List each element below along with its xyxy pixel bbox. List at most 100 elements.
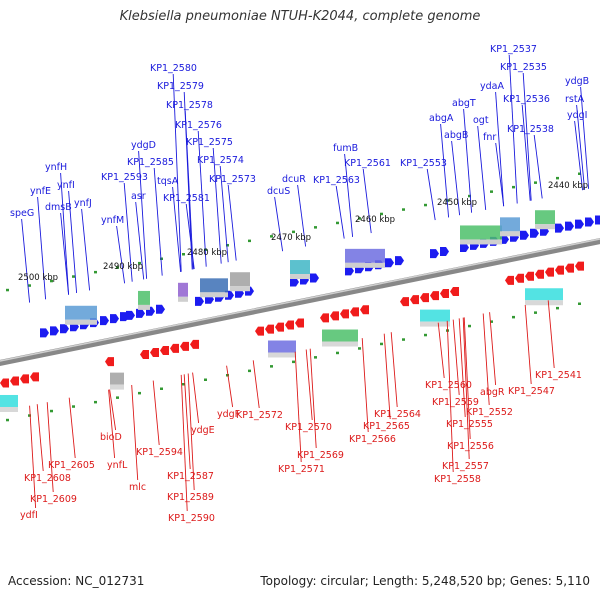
gene-label[interactable]: KP1_2566	[349, 434, 396, 445]
forward-gene-arrow[interactable]	[595, 215, 600, 225]
gene-label[interactable]: fumB	[333, 143, 358, 154]
reverse-gene-arrow[interactable]	[400, 297, 409, 307]
gene-label[interactable]: KP1_2587	[167, 471, 214, 482]
forward-gene-arrow[interactable]	[195, 296, 204, 306]
gene-label[interactable]: KP1_2564	[374, 409, 421, 420]
gene-label[interactable]: ynfH	[45, 162, 67, 173]
gene-label[interactable]: ydgB	[565, 76, 589, 87]
gene-label[interactable]: KP1_2581	[163, 193, 210, 204]
protein-box[interactable]	[420, 309, 450, 322]
forward-gene-arrow[interactable]	[310, 273, 319, 283]
gene-label[interactable]: KP1_2574	[197, 155, 244, 166]
reverse-gene-arrow[interactable]	[275, 322, 284, 332]
protein-box[interactable]	[200, 278, 228, 293]
gene-label[interactable]: fnr	[483, 132, 496, 143]
reverse-gene-arrow[interactable]	[535, 269, 544, 279]
gene-label[interactable]: ynfI	[57, 180, 75, 191]
forward-gene-arrow[interactable]	[110, 314, 119, 324]
gene-label[interactable]: KP1_2585	[127, 157, 174, 168]
gene-label[interactable]: ynfJ	[74, 198, 92, 209]
reverse-gene-arrow[interactable]	[295, 318, 304, 328]
reverse-gene-arrow[interactable]	[30, 372, 39, 382]
gene-label[interactable]: KP1_2536	[503, 94, 550, 105]
forward-gene-arrow[interactable]	[395, 256, 404, 266]
gene-label[interactable]: KP1_2605	[48, 460, 95, 471]
reverse-gene-arrow[interactable]	[330, 311, 339, 321]
reverse-gene-arrow[interactable]	[320, 313, 329, 323]
protein-box[interactable]	[178, 282, 188, 297]
reverse-gene-arrow[interactable]	[170, 343, 179, 353]
gene-label[interactable]: ynfM	[101, 215, 124, 226]
gene-label[interactable]: KP1_2575	[186, 137, 233, 148]
gene-label[interactable]: KP1_2580	[150, 63, 197, 74]
protein-box[interactable]	[345, 248, 385, 263]
gene-label[interactable]: KP1_2547	[508, 386, 555, 397]
forward-gene-arrow[interactable]	[530, 228, 539, 238]
gene-label[interactable]: ynfL	[107, 460, 128, 471]
gene-label[interactable]: KP1_2556	[447, 441, 494, 452]
reverse-gene-arrow[interactable]	[575, 261, 584, 271]
gene-label[interactable]: ydgE	[191, 425, 215, 436]
reverse-gene-arrow[interactable]	[150, 347, 159, 357]
gene-label[interactable]: ynfE	[30, 186, 51, 197]
gene-label[interactable]: dmsB	[45, 202, 72, 213]
gene-label[interactable]: abgR	[480, 387, 505, 398]
protein-box[interactable]	[290, 260, 310, 275]
reverse-gene-arrow[interactable]	[440, 289, 449, 299]
reverse-gene-arrow[interactable]	[450, 286, 459, 296]
reverse-gene-arrow[interactable]	[505, 275, 514, 285]
gene-label[interactable]: abgT	[452, 98, 476, 109]
gene-label[interactable]: KP1_2558	[434, 474, 481, 485]
reverse-gene-arrow[interactable]	[555, 265, 564, 275]
reverse-gene-arrow[interactable]	[360, 305, 369, 315]
gene-label[interactable]: abgA	[429, 113, 454, 124]
gene-label[interactable]: KP1_2563	[313, 175, 360, 186]
protein-box[interactable]	[460, 225, 502, 240]
reverse-gene-arrow[interactable]	[565, 263, 574, 273]
gene-label[interactable]: KP1_2572	[236, 410, 283, 421]
reverse-gene-arrow[interactable]	[430, 291, 439, 301]
gene-label[interactable]: KP1_2559	[432, 397, 479, 408]
forward-gene-arrow[interactable]	[156, 304, 165, 314]
reverse-gene-arrow[interactable]	[350, 307, 359, 317]
forward-gene-arrow[interactable]	[345, 266, 354, 276]
forward-gene-arrow[interactable]	[100, 316, 109, 326]
gene-label[interactable]: dcuS	[267, 186, 290, 197]
gene-label[interactable]: KP1_2576	[175, 120, 222, 131]
reverse-gene-arrow[interactable]	[105, 357, 114, 367]
gene-label[interactable]: KP1_2538	[507, 124, 554, 135]
forward-gene-arrow[interactable]	[40, 328, 49, 338]
reverse-gene-arrow[interactable]	[0, 378, 9, 388]
gene-label[interactable]: KP1_2552	[466, 407, 513, 418]
protein-box[interactable]	[535, 210, 555, 225]
protein-box[interactable]	[500, 217, 520, 232]
protein-box[interactable]	[65, 305, 97, 320]
protein-box[interactable]	[138, 290, 150, 305]
gene-label[interactable]: KP1_2571	[278, 464, 325, 475]
forward-gene-arrow[interactable]	[385, 258, 394, 268]
gene-label[interactable]: KP1_2579	[157, 81, 204, 92]
gene-label[interactable]: KP1_2608	[24, 473, 71, 484]
forward-gene-arrow[interactable]	[126, 310, 135, 320]
gene-label[interactable]: ydfI	[20, 510, 38, 521]
gene-label[interactable]: ydgD	[131, 140, 156, 151]
forward-gene-arrow[interactable]	[585, 217, 594, 227]
forward-gene-arrow[interactable]	[60, 324, 69, 334]
forward-gene-arrow[interactable]	[136, 308, 145, 318]
reverse-gene-arrow[interactable]	[265, 324, 274, 334]
protein-box[interactable]	[525, 288, 563, 301]
reverse-gene-arrow[interactable]	[160, 345, 169, 355]
gene-label[interactable]: KP1_2578	[166, 100, 213, 111]
gene-label[interactable]: KP1_2535	[500, 62, 547, 73]
reverse-gene-arrow[interactable]	[410, 295, 419, 305]
gene-label[interactable]: KP1_2555	[446, 419, 493, 430]
reverse-gene-arrow[interactable]	[140, 350, 149, 360]
gene-label[interactable]: tqsA	[157, 176, 179, 187]
forward-gene-arrow[interactable]	[575, 219, 584, 229]
gene-label[interactable]: bioD	[100, 432, 122, 443]
gene-label[interactable]: KP1_2541	[535, 370, 582, 381]
gene-label[interactable]: KP1_2573	[209, 174, 256, 185]
reverse-gene-arrow[interactable]	[420, 293, 429, 303]
gene-label[interactable]: rstA	[565, 94, 585, 105]
gene-label[interactable]: ydgI	[567, 110, 587, 121]
